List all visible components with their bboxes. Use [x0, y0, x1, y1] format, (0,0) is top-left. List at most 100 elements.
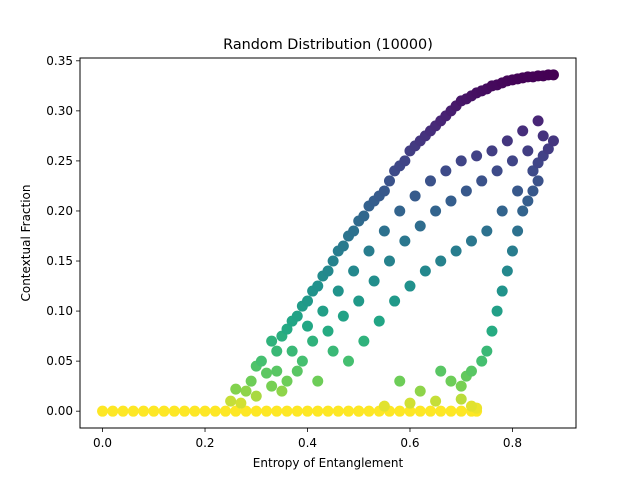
scatter-point: [394, 205, 406, 217]
scatter-point: [496, 285, 508, 297]
scatter-point: [327, 255, 339, 267]
scatter-point: [281, 375, 293, 387]
scatter-point: [517, 125, 529, 137]
scatter-point: [148, 405, 160, 417]
scatter-point: [496, 205, 508, 217]
plot-area-frame: [79, 57, 577, 429]
scatter-point: [399, 155, 411, 167]
scatter-point: [271, 405, 283, 417]
y-tick-label: 0.20: [46, 204, 73, 218]
scatter-point: [522, 195, 534, 207]
scatter-point: [460, 185, 472, 197]
y-axis-ticks: 0.00 0.05 0.10 0.15 0.20 0.25 0.30 0.35: [46, 54, 80, 418]
scatter-point: [430, 205, 442, 217]
x-tick-label: 0.4: [298, 436, 317, 450]
scatter-point: [404, 405, 416, 417]
scatter-point: [276, 385, 288, 397]
scatter-point: [368, 275, 380, 287]
scatter-point: [358, 335, 370, 347]
scatter-point: [486, 325, 498, 337]
scatter-point: [424, 405, 436, 417]
x-axis-label: Entropy of Entanglement: [253, 456, 404, 470]
scatter-point: [476, 355, 488, 367]
x-tick-label: 0.6: [400, 436, 419, 450]
scatter-point: [199, 405, 211, 417]
scatter-point: [527, 165, 539, 177]
scatter-point: [281, 323, 293, 335]
scatter-point: [302, 320, 313, 332]
scatter-point: [435, 255, 447, 267]
scatter-point: [348, 265, 360, 277]
scatter-point: [281, 405, 293, 417]
scatter-point: [547, 69, 559, 81]
scatter-point: [445, 375, 457, 387]
y-tick-label: 0.00: [46, 404, 73, 418]
scatter-point: [240, 385, 252, 397]
scatter-point: [250, 405, 262, 417]
scatter-point: [547, 135, 559, 147]
scatter-point: [322, 325, 334, 337]
x-axis-ticks: 0.0 0.2 0.4 0.6 0.8: [93, 428, 522, 450]
scatter-point: [445, 405, 457, 417]
scatter-point: [435, 365, 447, 377]
scatter-point: [225, 395, 237, 407]
scatter-points: [97, 69, 559, 417]
scatter-point: [291, 405, 303, 417]
scatter-point: [353, 295, 365, 307]
scatter-point: [419, 265, 431, 277]
scatter-point: [486, 145, 498, 157]
scatter-point: [209, 405, 221, 417]
scatter-point: [343, 355, 354, 367]
scatter-point: [271, 345, 283, 357]
scatter-point: [491, 305, 503, 317]
y-axis-label: Contextual Fraction: [19, 184, 33, 301]
scatter-point: [261, 367, 273, 379]
scatter-point: [440, 165, 452, 177]
scatter-point: [481, 225, 493, 237]
scatter-point: [378, 225, 390, 237]
scatter-point: [337, 310, 349, 322]
scatter-point: [501, 265, 513, 277]
scatter-point: [465, 235, 477, 247]
scatter-point: [179, 405, 191, 417]
scatter-point: [424, 175, 436, 187]
scatter-point: [312, 375, 324, 387]
scatter-point: [138, 405, 150, 417]
scatter-point: [317, 305, 329, 317]
scatter-point: [158, 405, 170, 417]
scatter-point: [245, 375, 257, 387]
scatter-point: [506, 155, 518, 167]
chart-title: Random Distribution (10000): [223, 37, 433, 53]
scatter-point: [358, 210, 370, 222]
scatter-point: [414, 220, 426, 232]
scatter-point: [250, 390, 262, 402]
scatter-point: [383, 255, 395, 267]
scatter-point: [394, 405, 406, 417]
y-tick-label: 0.25: [46, 154, 73, 168]
scatter-point: [271, 365, 283, 377]
scatter-point: [404, 397, 416, 409]
scatter-point: [394, 375, 406, 387]
scatter-point: [307, 335, 319, 347]
scatter-point: [168, 405, 180, 417]
scatter-point: [465, 365, 477, 377]
y-tick-label: 0.35: [46, 54, 73, 68]
scatter-point: [481, 345, 493, 357]
scatter-point: [542, 143, 554, 155]
scatter-point: [302, 295, 313, 307]
scatter-point: [343, 405, 354, 417]
scatter-point: [537, 130, 549, 142]
scatter-point: [455, 380, 467, 392]
scatter-point: [312, 405, 324, 417]
y-tick-label: 0.05: [46, 354, 73, 368]
scatter-point: [378, 400, 390, 412]
scatter-point: [501, 135, 513, 147]
scatter-point: [383, 175, 395, 187]
y-tick-label: 0.10: [46, 304, 73, 318]
scatter-point: [261, 405, 273, 417]
scatter-point: [491, 165, 503, 177]
scatter-point: [373, 315, 385, 327]
scatter-point: [455, 393, 467, 405]
scatter-point: [240, 405, 252, 417]
scatter-point: [286, 345, 298, 357]
